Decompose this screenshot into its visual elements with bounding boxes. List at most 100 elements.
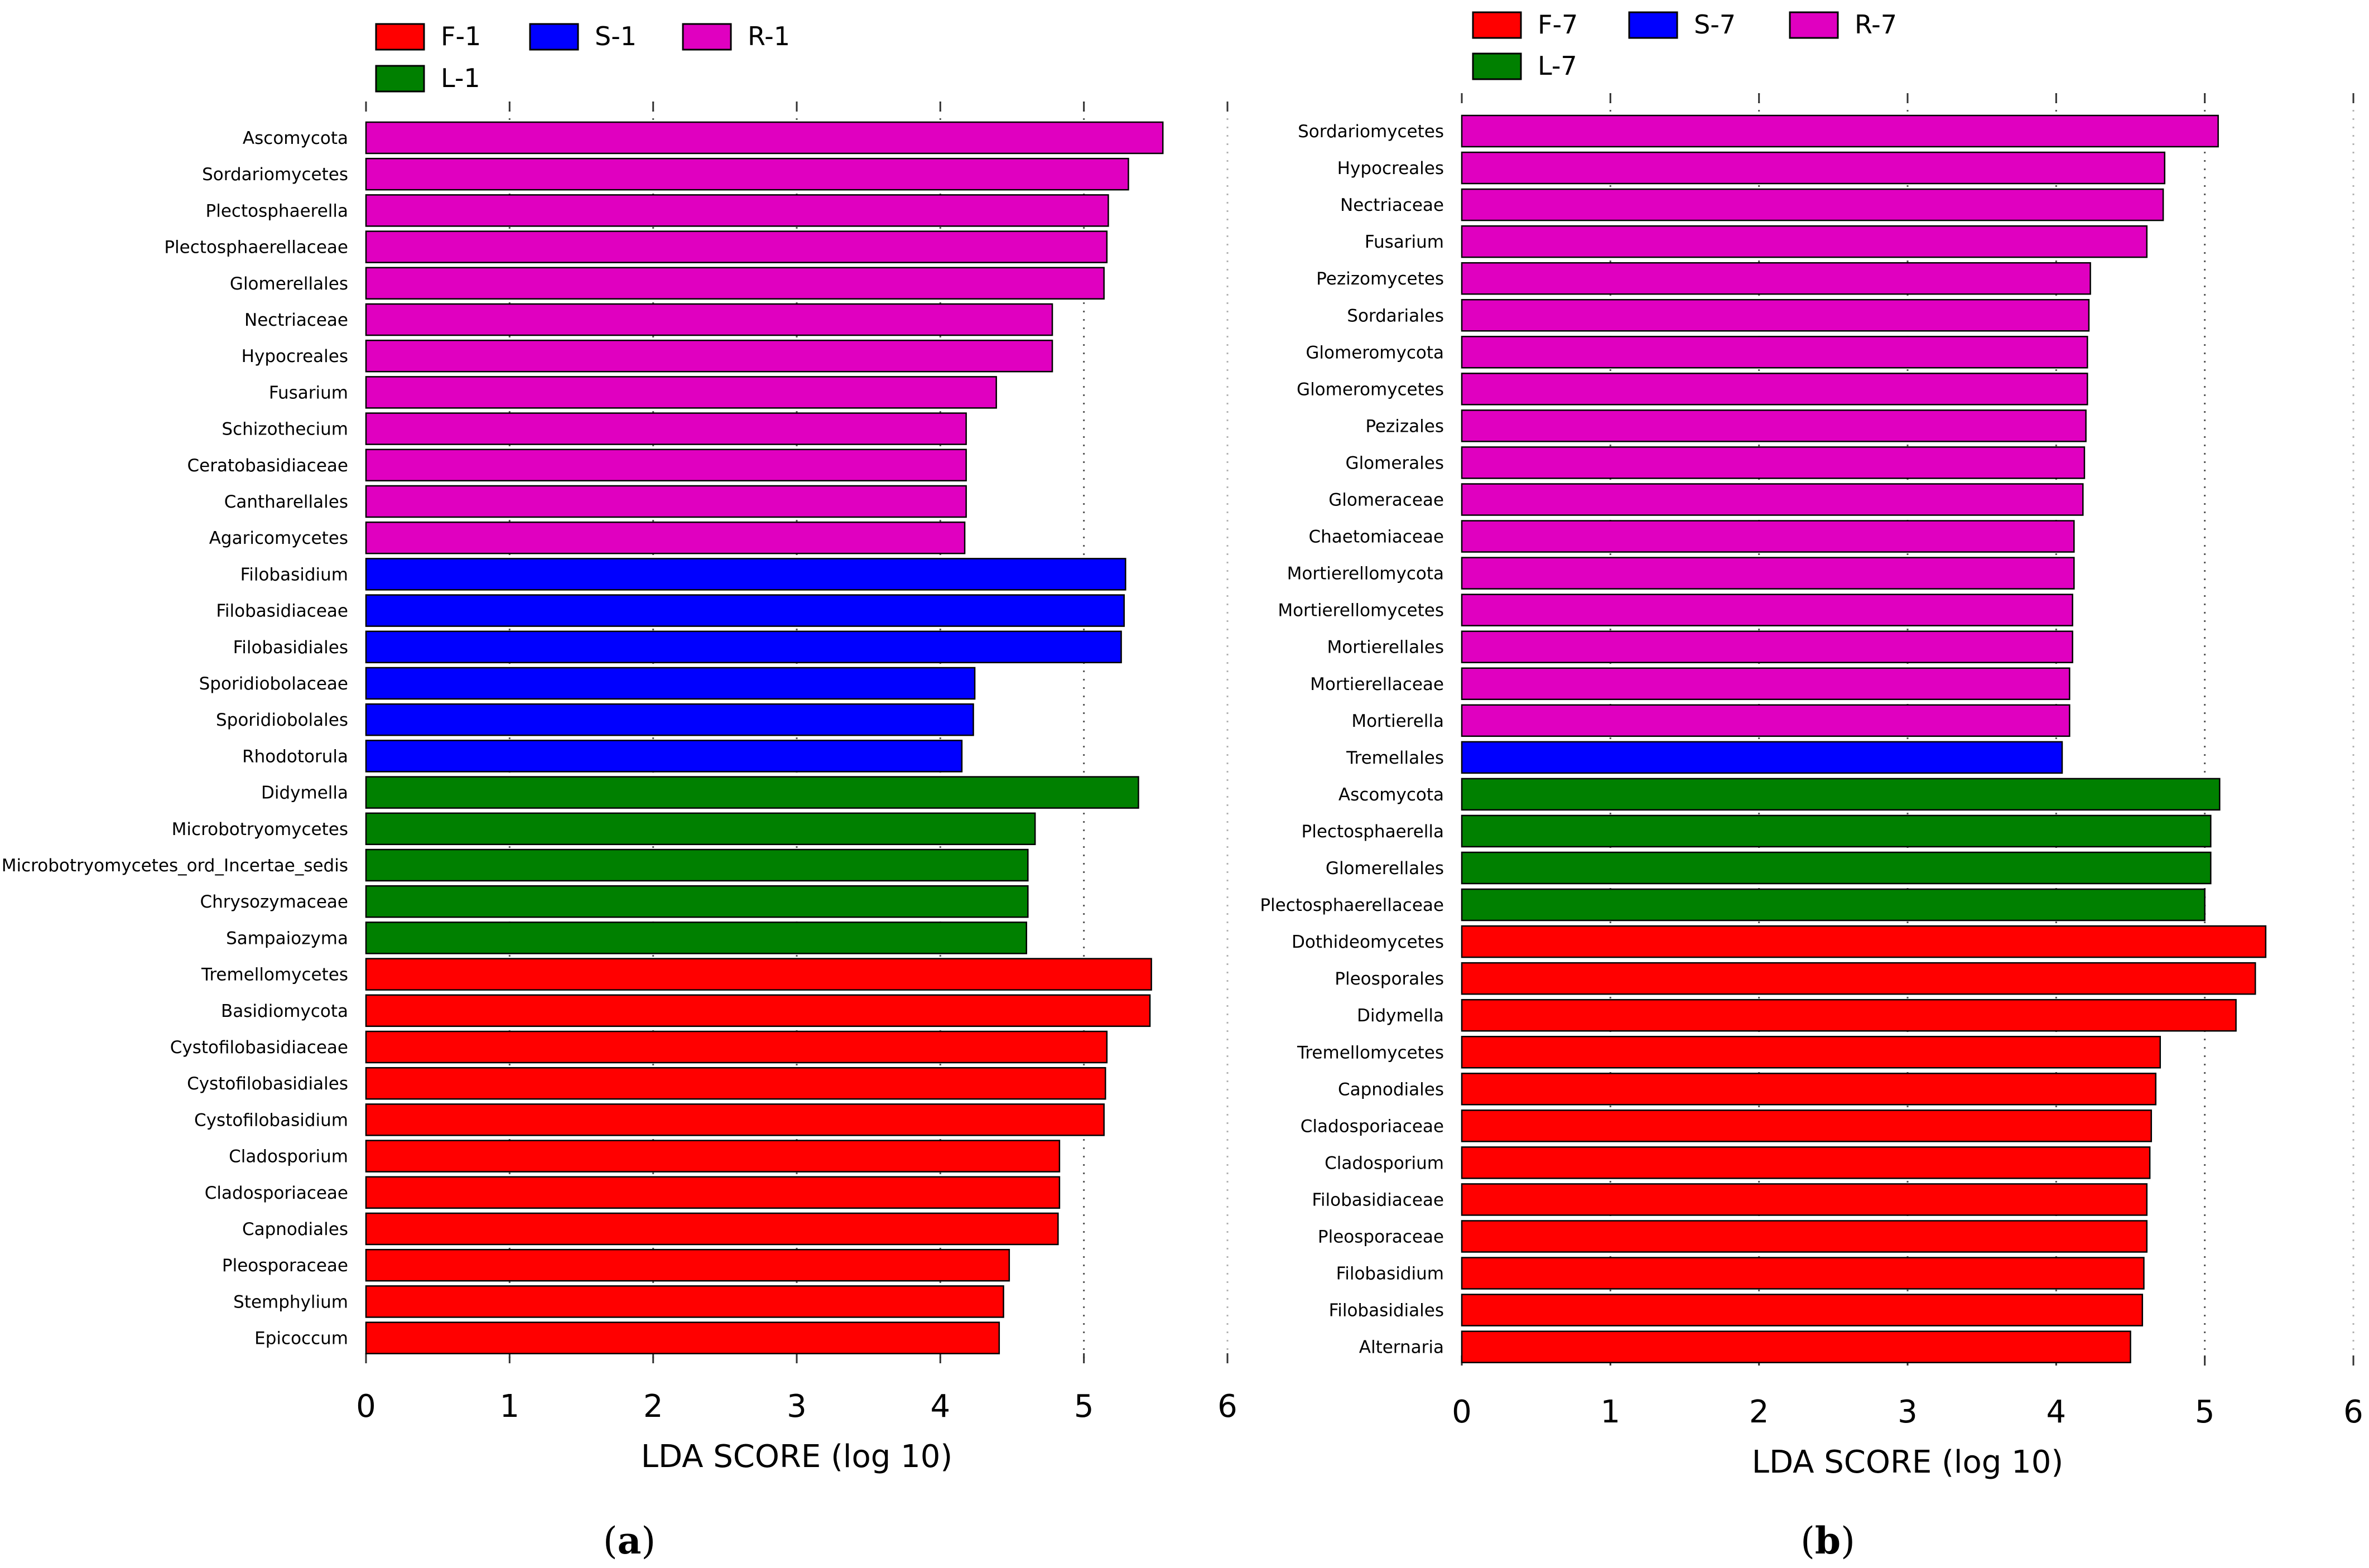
bar xyxy=(365,157,1129,191)
category-label: Epicoccum xyxy=(254,1329,348,1349)
x-tick-label: 6 xyxy=(2343,1394,2363,1430)
category-label: Plectosphaerellaceae xyxy=(1260,895,1444,915)
category-label: Cladosporiaceae xyxy=(205,1183,348,1203)
bar xyxy=(365,121,1164,155)
bar xyxy=(365,594,1125,627)
bar xyxy=(365,1103,1105,1136)
category-label: Filobasidiales xyxy=(1329,1301,1444,1321)
x-tick-label: 3 xyxy=(1898,1394,1918,1430)
bar xyxy=(365,1176,1061,1209)
bar xyxy=(1461,741,2063,774)
bar xyxy=(365,521,966,554)
legend-label: R-7 xyxy=(1855,9,1897,40)
bar xyxy=(1461,1073,2157,1106)
category-label: Glomeraceae xyxy=(1328,490,1444,510)
bar xyxy=(1461,409,2087,442)
chart-panel-b: 0 1 2 3 4 5 6 Sordariomycetes Hypocreales Nectria… xyxy=(1260,9,2363,1562)
bar xyxy=(365,267,1105,300)
x-tick-label: 5 xyxy=(1074,1388,1094,1425)
category-label: Glomerellales xyxy=(1326,858,1444,879)
category-label: Filobasidiaceae xyxy=(1312,1190,1444,1210)
x-tick-label: 4 xyxy=(2047,1394,2067,1430)
bar xyxy=(1461,888,2206,921)
bar xyxy=(1461,557,2075,590)
category-label: Dothideomycetes xyxy=(1292,932,1444,952)
category-label: Pleosporaceae xyxy=(1318,1227,1444,1247)
bar xyxy=(365,194,1109,227)
bar xyxy=(1461,336,2088,369)
category-label: Glomerales xyxy=(1346,453,1444,473)
legend-label: L-7 xyxy=(1538,51,1577,81)
category-label: Pezizales xyxy=(1365,416,1444,436)
x-tick-label: 0 xyxy=(356,1388,376,1425)
x-tick-label: 0 xyxy=(1452,1394,1472,1430)
bar xyxy=(365,1212,1059,1246)
legend-swatch xyxy=(529,23,579,51)
panel-caption: (a) xyxy=(603,1519,656,1562)
category-label: Agaricomycetes xyxy=(209,528,348,548)
category-label: Hypocreales xyxy=(1337,158,1444,178)
category-label: Chrysozymaceae xyxy=(200,892,349,912)
category-label: Pleosporaceae xyxy=(222,1256,348,1276)
category-label: Mortierellomycota xyxy=(1287,564,1444,584)
category-label: Plectosphaerella xyxy=(1302,822,1444,842)
bar xyxy=(365,667,976,700)
bar xyxy=(1461,778,2221,811)
bar xyxy=(1461,925,2267,958)
category-label: Sampaiozyma xyxy=(226,928,348,948)
x-tick-label: 4 xyxy=(931,1388,951,1425)
bar xyxy=(1461,998,2237,1032)
category-label: Didymella xyxy=(1357,1006,1444,1026)
legend-label: F-7 xyxy=(1538,9,1578,40)
bar xyxy=(365,1067,1106,1100)
bar xyxy=(365,776,1139,809)
x-tick-label: 3 xyxy=(787,1388,807,1425)
bar xyxy=(365,630,1122,664)
bar xyxy=(365,812,1036,846)
bar xyxy=(1461,114,2219,148)
category-label: Ascomycota xyxy=(1338,785,1444,805)
category-label: Sordariales xyxy=(1347,306,1444,326)
bar xyxy=(1461,446,2086,479)
bar xyxy=(365,703,974,736)
bar xyxy=(365,303,1053,336)
bar xyxy=(365,558,1126,591)
bar xyxy=(1461,1257,2145,1290)
x-tick-label: 1 xyxy=(1601,1394,1621,1430)
category-label: Pleosporales xyxy=(1335,969,1444,989)
bar xyxy=(365,485,967,518)
bar xyxy=(365,994,1151,1027)
category-label: Cantharellales xyxy=(224,492,348,512)
bar xyxy=(1461,483,2084,516)
legend-swatch xyxy=(375,65,425,93)
legend-swatch xyxy=(1789,11,1839,39)
legend-swatch xyxy=(682,23,732,51)
category-label: Mortierella xyxy=(1351,711,1444,731)
category-label: Capnodiales xyxy=(1338,1079,1444,1099)
category-label: Hypocreales xyxy=(242,346,348,366)
bar xyxy=(365,376,997,409)
bar xyxy=(1461,299,2090,332)
category-label: Sporidiobolaceae xyxy=(199,674,348,694)
category-label: Filobasidiaceae xyxy=(216,601,348,621)
x-tick-label: 1 xyxy=(500,1388,520,1425)
x-tick-label: 5 xyxy=(2195,1394,2215,1430)
bar xyxy=(365,412,967,445)
bar xyxy=(365,1030,1108,1064)
bar xyxy=(365,1321,1000,1354)
category-label: Tremellomycetes xyxy=(1297,1043,1444,1063)
bar xyxy=(365,848,1029,882)
category-label: Tremellales xyxy=(1346,748,1444,768)
category-label: Mortierellales xyxy=(1327,638,1444,658)
legend-label: F-1 xyxy=(441,21,481,51)
category-label: Plectosphaerellaceae xyxy=(164,238,348,258)
legend-swatch xyxy=(1472,52,1522,80)
category-label: Cladosporium xyxy=(1325,1153,1444,1173)
x-tick-label: 6 xyxy=(1217,1388,1238,1425)
bar xyxy=(365,339,1053,373)
category-label: Didymella xyxy=(261,783,348,803)
category-label: Cystofilobasidiales xyxy=(187,1074,348,1094)
legend-swatch xyxy=(1472,11,1522,39)
category-label: Sporidiobolales xyxy=(216,710,348,730)
bar xyxy=(1461,962,2256,995)
